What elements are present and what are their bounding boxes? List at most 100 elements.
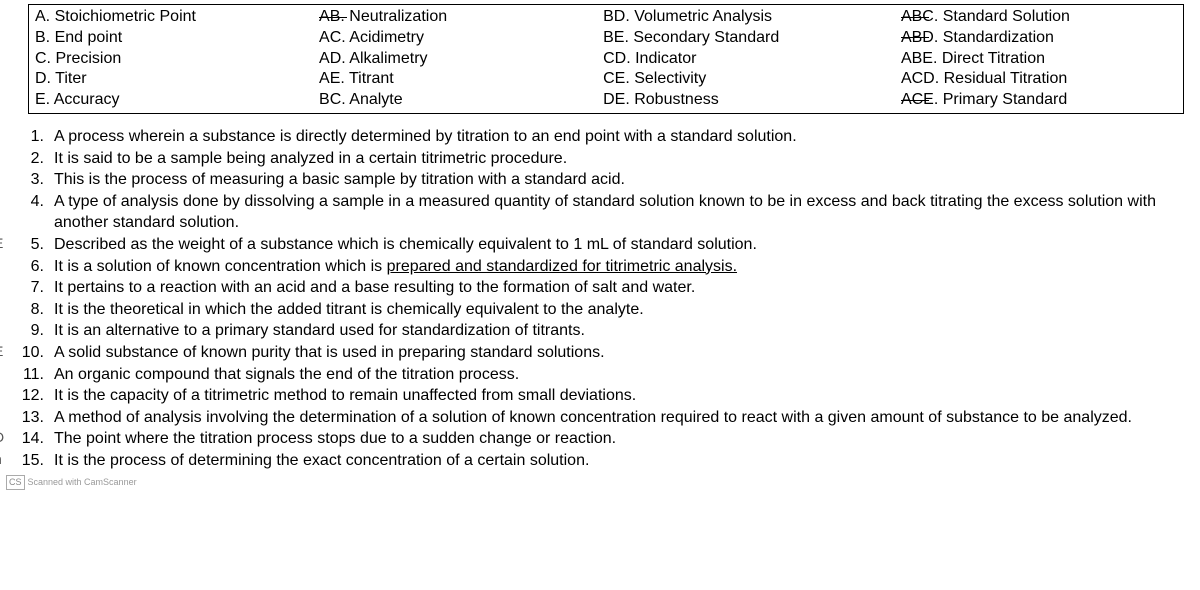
choice-label: Secondary Standard <box>633 29 779 46</box>
choice-ad: AD. Alkalimetry <box>319 49 595 70</box>
question-number: 10. <box>8 342 54 364</box>
choice-a: A. Stoichiometric Point <box>35 7 311 28</box>
choice-code: ABE. <box>901 50 937 67</box>
question-row: 1.A process wherein a substance is direc… <box>8 126 1192 148</box>
choice-label: Volumetric Analysis <box>634 8 772 25</box>
choice-ace: ACE. Primary Standard <box>901 90 1177 111</box>
question-text: It pertains to a reaction with an acid a… <box>54 277 1192 299</box>
choices-column-2: AB. Neutralization AC. Acidimetry AD. Al… <box>319 7 595 111</box>
question-text: A process wherein a substance is directl… <box>54 126 1192 148</box>
camscanner-badge: CS <box>6 475 25 489</box>
question-number: 11. <box>8 364 54 386</box>
question-row: n15.It is the process of determining the… <box>8 450 1192 472</box>
choice-code: AC. <box>319 29 346 46</box>
question-text: It is a solution of known concentration … <box>54 256 1192 278</box>
choice-label: Alkalimetry <box>349 50 427 67</box>
choice-label: Analyte <box>349 91 402 108</box>
choice-d: D. Titer <box>35 69 311 90</box>
choice-acd: ACD. Residual Titration <box>901 69 1177 90</box>
choice-abd: ABD. Standardization <box>901 28 1177 49</box>
choice-label: Direct Titration <box>942 50 1045 67</box>
questions-list: 1.A process wherein a substance is direc… <box>0 126 1192 472</box>
margin-mark: n <box>0 450 8 469</box>
question-number: 6. <box>8 256 54 278</box>
question-text: It is said to be a sample being analyzed… <box>54 148 1192 170</box>
question-number: 9. <box>8 320 54 342</box>
question-row: 2.It is said to be a sample being analyz… <box>8 148 1192 170</box>
choice-code: ACD. <box>901 70 939 87</box>
choice-abe: ABE. Direct Titration <box>901 49 1177 70</box>
choice-label: Robustness <box>634 91 719 108</box>
question-row: E10.A solid substance of known purity th… <box>8 342 1192 364</box>
choices-column-3: BD. Volumetric Analysis BE. Secondary St… <box>603 7 893 111</box>
choice-code: CD. <box>603 50 631 67</box>
choice-bd: BD. Volumetric Analysis <box>603 7 893 28</box>
question-text: A method of analysis involving the deter… <box>54 407 1192 429</box>
question-number: 7. <box>8 277 54 299</box>
question-number: 13. <box>8 407 54 429</box>
choice-abc: ABC. Standard Solution <box>901 7 1177 28</box>
question-number: 1. <box>8 126 54 148</box>
choice-label: Indicator <box>635 50 696 67</box>
question-text: It is the process of determining the exa… <box>54 450 1192 472</box>
question-row: D14.The point where the titration proces… <box>8 428 1192 450</box>
question-number: 3. <box>8 169 54 191</box>
choice-code: BE. <box>603 29 629 46</box>
choice-label: Titer <box>55 70 86 87</box>
question-text: A type of analysis done by dissolving a … <box>54 191 1192 234</box>
question-row: 12.It is the capacity of a titrimetric m… <box>8 385 1192 407</box>
choice-ce: CE. Selectivity <box>603 69 893 90</box>
choice-label: Neutralization <box>349 8 447 25</box>
choice-ac: AC. Acidimetry <box>319 28 595 49</box>
choice-label: Accuracy <box>54 91 120 108</box>
choice-code: AE. <box>319 70 345 87</box>
choice-label: Standard Solution <box>943 8 1070 25</box>
choice-code: ACE. <box>901 91 938 108</box>
question-row: 4.A type of analysis done by dissolving … <box>8 191 1192 234</box>
choice-code: ABC. <box>901 8 938 25</box>
question-number: 12. <box>8 385 54 407</box>
question-number: 14. <box>8 428 54 450</box>
question-text: Described as the weight of a substance w… <box>54 234 1192 256</box>
choice-bc: BC. Analyte <box>319 90 595 111</box>
choice-be: BE. Secondary Standard <box>603 28 893 49</box>
question-text: A solid substance of known purity that i… <box>54 342 1192 364</box>
choices-column-1: A. Stoichiometric Point B. End point C. … <box>35 7 311 111</box>
choice-code: D. <box>35 70 51 87</box>
question-text: It is the capacity of a titrimetric meth… <box>54 385 1192 407</box>
choice-code: AD. <box>319 50 346 67</box>
choice-code: ABD. <box>901 29 938 46</box>
question-row: 8.It is the theoretical in which the add… <box>8 299 1192 321</box>
question-row: 6.It is a solution of known concentratio… <box>8 256 1192 278</box>
question-row: E5.Described as the weight of a substanc… <box>8 234 1192 256</box>
choice-code: BD. <box>603 8 630 25</box>
choice-code: BC. <box>319 91 346 108</box>
question-text: It is an alternative to a primary standa… <box>54 320 1192 342</box>
scanner-footer: CS Scanned with CamScanner <box>0 475 1192 489</box>
question-number: 8. <box>8 299 54 321</box>
choice-label: Precision <box>55 50 121 67</box>
choice-code: A. <box>35 8 50 25</box>
choice-code: DE. <box>603 91 630 108</box>
question-number: 5. <box>8 234 54 256</box>
question-text: The point where the titration process st… <box>54 428 1192 450</box>
question-number: 15. <box>8 450 54 472</box>
question-row: 3.This is the process of measuring a bas… <box>8 169 1192 191</box>
question-text: This is the process of measuring a basic… <box>54 169 1192 191</box>
margin-mark: E <box>0 234 8 253</box>
question-number: 2. <box>8 148 54 170</box>
choice-ae: AE. Titrant <box>319 69 595 90</box>
choice-ab: AB. Neutralization <box>319 7 595 28</box>
choice-e: E. Accuracy <box>35 90 311 111</box>
question-text: An organic compound that signals the end… <box>54 364 1192 386</box>
choice-code: AB. <box>319 8 345 25</box>
margin-mark: E <box>0 342 8 361</box>
choice-code: B. <box>35 29 50 46</box>
choice-label: Standardization <box>943 29 1054 46</box>
choice-label: Primary Standard <box>943 91 1068 108</box>
choice-code: CE. <box>603 70 630 87</box>
question-row: 7.It pertains to a reaction with an acid… <box>8 277 1192 299</box>
question-row: 13.A method of analysis involving the de… <box>8 407 1192 429</box>
choice-cd: CD. Indicator <box>603 49 893 70</box>
answer-choices-box: A. Stoichiometric Point B. End point C. … <box>28 4 1184 114</box>
